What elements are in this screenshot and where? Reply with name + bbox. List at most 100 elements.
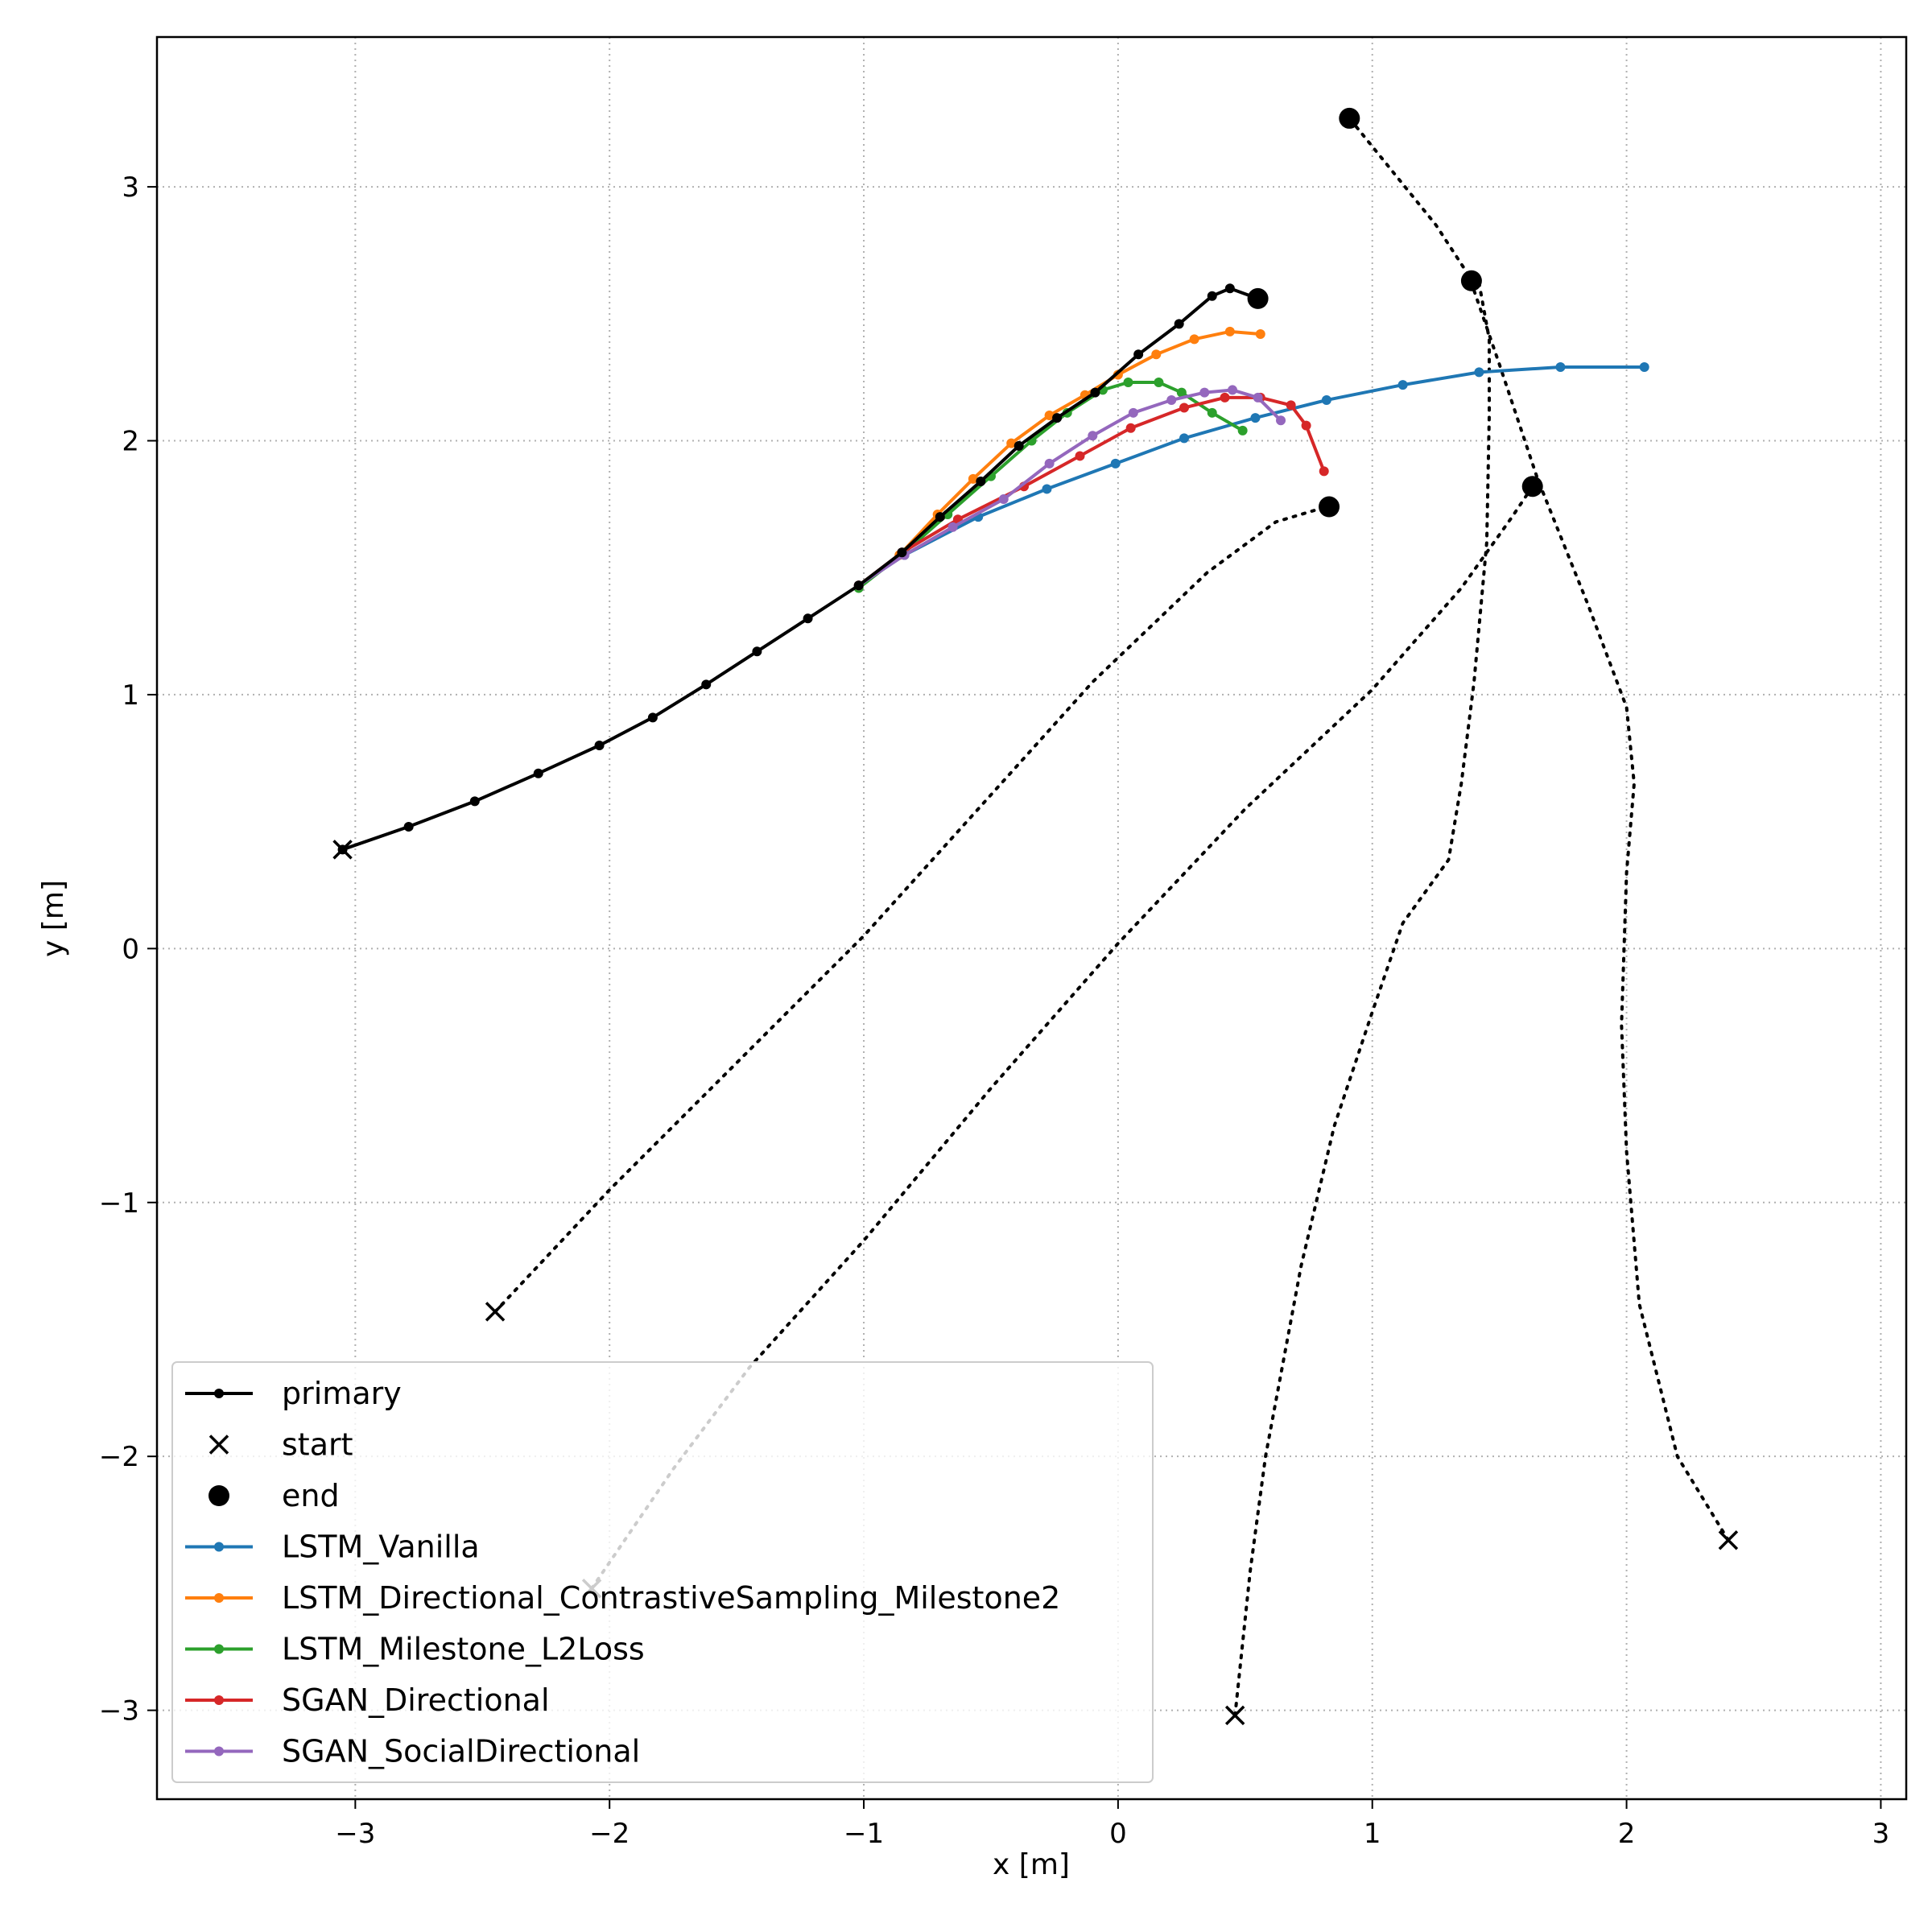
start-marker [1718,1530,1739,1550]
series-point [1125,423,1136,433]
series-point [1154,377,1164,387]
start-marker [485,1302,506,1322]
neighbor-path [590,485,1534,1591]
x-tick-label: −3 [335,1818,375,1850]
start-marker [1224,1705,1245,1726]
primary-point [533,768,543,778]
legend-label: LSTM_Directional_ContrastiveSampling_Mil… [282,1580,1060,1616]
series-point [1321,395,1331,406]
legend: primary start end LSTM_Vanilla LSTM_Directio… [171,1361,1154,1783]
primary-point [1133,349,1144,360]
y-axis-label: y [m] [37,880,70,957]
y-tick-label: 2 [122,426,139,458]
y-tick-label: 1 [122,679,139,712]
series-point [1301,420,1311,431]
legend-label: SGAN_SocialDirectional [282,1734,640,1769]
series-point [1250,413,1261,423]
series-point [1179,433,1190,444]
legend-dot-swatch [214,1695,224,1705]
x-tick-label: 2 [1618,1818,1636,1850]
end-marker [1339,107,1360,129]
series-point [1253,392,1263,402]
series-point [1276,415,1286,426]
primary-point [647,712,658,723]
series-point [1123,377,1133,387]
series-point [998,494,1009,505]
series-point [1639,362,1649,373]
series-point [1044,458,1055,469]
series-point [1228,385,1238,395]
plot-frame [155,35,1908,1801]
series-point [1166,395,1177,406]
x-tick-label: 1 [1364,1818,1381,1850]
series-point [1044,410,1055,420]
neighbor-path [493,505,1328,1314]
series-point [968,473,978,484]
primary-point [1224,283,1235,294]
legend-dot-swatch [214,1593,224,1603]
primary-point [976,476,986,486]
y-tick-label: 0 [122,933,139,965]
series-point [1255,329,1265,340]
series-point [1207,407,1217,418]
series-point [1237,425,1248,436]
series-point [1474,367,1484,378]
series-point [1075,451,1085,461]
primary-point [701,679,712,690]
primary-point [594,741,605,751]
y-tick-label: −2 [99,1441,139,1473]
end-marker [1460,270,1482,291]
axis-ticks: −3 −2 −1 0 1 2 3 −3 −2 −1 0 1 2 3 [99,171,1889,1850]
end-marker [1521,476,1543,497]
x-tick-label: −1 [844,1818,884,1850]
end-marker [1247,287,1269,309]
primary-point [752,646,762,657]
legend-box [171,1361,1154,1783]
primary-point [1207,291,1217,301]
legend-label: LSTM_Vanilla [282,1530,480,1565]
series-point [1176,387,1187,398]
primary-trajectory [337,283,1263,855]
neighbor-path [1233,282,1491,1717]
series-point [1110,458,1121,469]
series-point [1189,334,1199,345]
series-point [1179,402,1190,413]
series-point [947,522,958,532]
series-point [1224,326,1235,336]
end-marker [1319,496,1340,518]
y-tick-label: 3 [122,171,139,204]
primary-point [935,512,945,522]
series-point [1151,349,1162,360]
primary-point [1174,319,1184,329]
legend-dot-swatch [214,1389,224,1398]
series-point [1397,380,1408,390]
series-line [857,329,1261,587]
x-tick-label: 3 [1872,1818,1890,1850]
series-point [1220,392,1230,402]
primary-point [853,580,864,591]
primary-point [1052,413,1063,423]
legend-end-swatch [208,1485,229,1506]
series-point [1319,466,1329,477]
y-tick-label: −3 [99,1695,139,1728]
series-point [1042,484,1052,494]
legend-label: SGAN_Directional [282,1682,550,1718]
legend-x-swatch [208,1435,229,1455]
series-point [1128,407,1138,418]
legend-dot-swatch [214,1542,224,1552]
series-point [1555,362,1566,373]
legend-dot-swatch [214,1746,224,1757]
legend-dot-swatch [214,1644,224,1654]
x-tick-label: −2 [589,1818,630,1850]
x-tick-label: 0 [1109,1818,1127,1850]
primary-point [469,796,480,807]
legend-label: primary [282,1376,402,1411]
primary-point [803,613,813,624]
start-end-markers [332,107,1739,1726]
series-point [1006,438,1017,448]
primary-point [403,821,414,832]
primary-point [897,547,907,558]
x-axis-label: x [m] [993,1848,1070,1881]
y-tick-label: −1 [99,1187,139,1220]
